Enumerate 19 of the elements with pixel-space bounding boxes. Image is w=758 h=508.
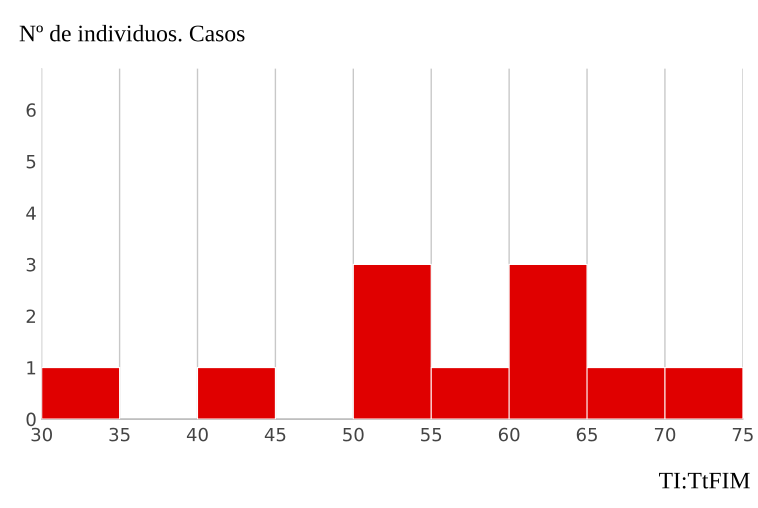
- y-tick-label: 0: [26, 412, 36, 426]
- y-tick-label: 4: [26, 206, 36, 220]
- y-tick-label: 3: [26, 258, 36, 272]
- y-tick-label: 2: [26, 309, 36, 323]
- x-tick-label: 70: [654, 428, 676, 442]
- x-tick-label: 55: [421, 428, 442, 442]
- x-tick-label: 30: [32, 428, 52, 442]
- y-tick-label: 6: [26, 103, 36, 117]
- x-tick-label: 35: [109, 428, 130, 442]
- x-axis-title: TI:TtFIM: [659, 472, 750, 489]
- x-tick-label: 50: [343, 428, 364, 442]
- x-tick-label: 75: [732, 428, 753, 442]
- x-tick-label: 60: [498, 428, 520, 442]
- x-tick-label: 45: [264, 428, 286, 442]
- y-tick-label: 5: [26, 155, 36, 168]
- y-tick-label: 1: [27, 361, 36, 374]
- chart-title: Nº de individuos. Casos: [20, 24, 244, 42]
- x-tick-label: 65: [576, 428, 597, 442]
- x-tick-label: 40: [186, 428, 208, 442]
